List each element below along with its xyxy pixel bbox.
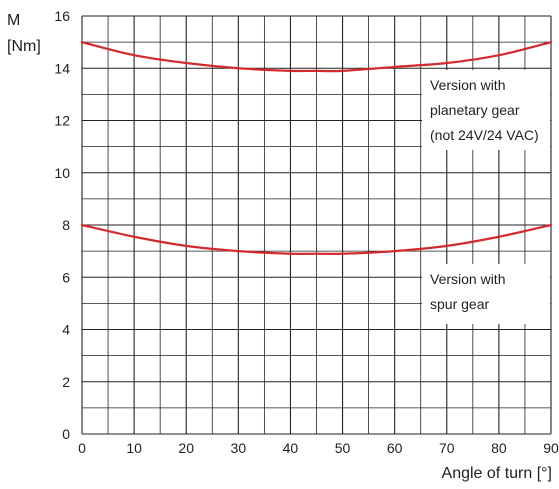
y-tick-label: 10: [54, 165, 70, 181]
annotation-line: Version with: [430, 77, 505, 93]
x-tick-label: 40: [283, 440, 299, 456]
y-tick-label: 6: [62, 269, 70, 285]
x-tick-label: 70: [439, 440, 455, 456]
y-tick-label: 2: [62, 374, 70, 390]
x-tick-label: 90: [543, 440, 559, 456]
x-tick-label: 0: [78, 440, 86, 456]
annotation-line: planetary gear: [430, 102, 520, 118]
x-tick-label: 50: [335, 440, 351, 456]
y-tick-label: 16: [54, 8, 70, 24]
annotation-line: spur gear: [430, 296, 489, 312]
annotation-background: [422, 70, 550, 150]
x-tick-label: 80: [491, 440, 507, 456]
x-tick-label: 10: [126, 440, 142, 456]
annotation-planetary-gear: Version with planetary gear (not 24V/24 VA…: [422, 70, 550, 150]
y-tick-label: 0: [62, 426, 70, 442]
annotation-background: [422, 264, 550, 324]
y-tick-label: 12: [54, 113, 70, 129]
tick-labels: 0 10 20 30 40 50 60 70 80 90 0 2 4 6 8 10 12 14 16: [54, 8, 559, 456]
y-tick-label: 14: [54, 60, 70, 76]
annotation-line: Version with: [430, 271, 505, 287]
x-tick-label: 60: [387, 440, 403, 456]
series-line-planetary-gear: [80, 41, 553, 73]
annotation-spur-gear: Version with spur gear: [422, 264, 550, 324]
y-tick-label: 4: [62, 322, 70, 338]
x-tick-label: 30: [231, 440, 247, 456]
annotation-layer: Version with planetary gear (not 24V/24 VA…: [422, 70, 550, 324]
x-axis-label: Angle of turn [°]: [442, 465, 552, 482]
y-tick-label: 8: [62, 217, 70, 233]
y-axis-label-unit: [Nm]: [7, 38, 41, 55]
y-axis-label-symbol: M: [7, 12, 20, 29]
grid: [81, 15, 552, 435]
series-line-spur-gear: [80, 223, 553, 256]
series-layer: [80, 41, 553, 256]
annotation-line: (not 24V/24 VAC): [430, 127, 539, 143]
x-tick-label: 20: [178, 440, 194, 456]
